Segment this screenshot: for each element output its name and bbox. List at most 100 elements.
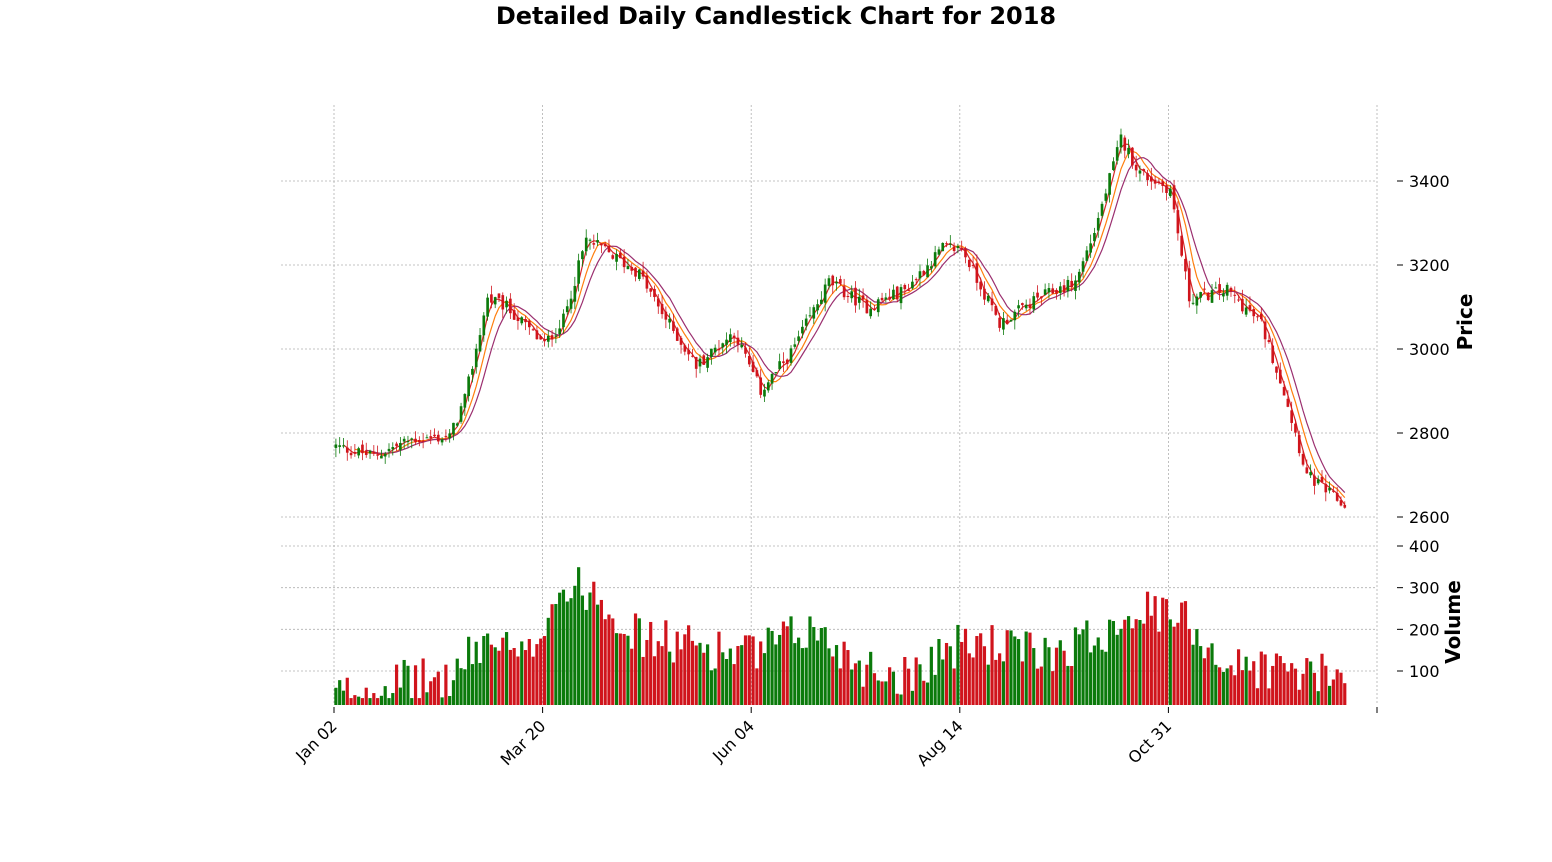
volume-bar bbox=[1274, 653, 1279, 705]
candle-body bbox=[342, 445, 345, 447]
candle-body bbox=[584, 237, 588, 252]
price-axis-label: Price bbox=[1453, 294, 1477, 351]
candle-body bbox=[823, 284, 827, 303]
volume-bar bbox=[895, 693, 899, 705]
candle-body bbox=[1176, 210, 1180, 234]
candle-body bbox=[1263, 321, 1267, 340]
x-tick-label: Jun 04 bbox=[708, 716, 758, 766]
volume-bar bbox=[1290, 663, 1294, 705]
volume-bar bbox=[1331, 679, 1335, 705]
candle-body bbox=[850, 291, 854, 299]
volume-bar bbox=[402, 659, 406, 705]
candle-body bbox=[922, 270, 926, 276]
volume-bar bbox=[637, 618, 641, 705]
volume-bar bbox=[372, 693, 376, 705]
volume-bar bbox=[850, 669, 854, 705]
candle-body bbox=[1161, 181, 1165, 186]
volume-bar bbox=[383, 686, 387, 705]
candle-body bbox=[725, 339, 728, 345]
candle-body bbox=[376, 454, 379, 456]
candle-body bbox=[1100, 203, 1104, 216]
volume-bar bbox=[675, 631, 679, 705]
candle-body bbox=[383, 453, 387, 457]
candle-body bbox=[562, 313, 565, 328]
candle-body bbox=[1123, 137, 1127, 151]
candle-body bbox=[1115, 147, 1119, 161]
volume-bar bbox=[922, 680, 926, 705]
moving-average-line bbox=[366, 157, 1346, 494]
volume-bar bbox=[1145, 591, 1150, 705]
candle-body bbox=[691, 355, 694, 357]
candle-body bbox=[732, 335, 736, 339]
candle-body bbox=[1309, 472, 1312, 476]
candle-body bbox=[482, 315, 486, 336]
volume-tick-label: 300 bbox=[1409, 579, 1440, 598]
volume-bar bbox=[379, 695, 384, 705]
candle-body bbox=[907, 289, 910, 291]
volume-bar bbox=[554, 603, 558, 705]
volume-bar bbox=[804, 647, 808, 705]
volume-bar bbox=[1111, 621, 1116, 705]
volume-bar bbox=[789, 616, 793, 705]
candle-body bbox=[463, 394, 467, 408]
volume-bar bbox=[1035, 668, 1040, 705]
candle-body bbox=[399, 442, 402, 450]
candle-body bbox=[816, 304, 819, 311]
volume-bar bbox=[482, 636, 486, 705]
volume-bar bbox=[857, 660, 861, 705]
candle-body bbox=[865, 299, 869, 314]
candle-body bbox=[804, 318, 808, 326]
volume-bar bbox=[687, 625, 691, 705]
volume-bar bbox=[1062, 650, 1066, 705]
volume-bar bbox=[808, 616, 812, 705]
candle-body bbox=[550, 335, 554, 340]
candle-body bbox=[607, 245, 611, 253]
candle-body bbox=[1017, 305, 1020, 309]
candle-body bbox=[797, 336, 800, 341]
volume-bar bbox=[751, 636, 755, 705]
volume-bar bbox=[603, 619, 607, 705]
candle-body bbox=[1146, 173, 1149, 181]
volume-bar bbox=[1115, 634, 1119, 705]
candle-body bbox=[782, 361, 785, 364]
candle-body bbox=[1032, 296, 1036, 310]
volume-bar bbox=[1183, 601, 1188, 705]
volume-bar bbox=[478, 662, 482, 705]
candle-body bbox=[1275, 366, 1278, 373]
candle-body bbox=[1108, 173, 1111, 195]
volume-bar bbox=[1039, 666, 1043, 705]
volume-bar bbox=[626, 635, 630, 705]
moving-average-line bbox=[354, 150, 1346, 499]
volume-bar bbox=[861, 686, 865, 705]
candle-body bbox=[641, 270, 645, 277]
candle-body bbox=[948, 243, 952, 245]
volume-bar bbox=[743, 635, 748, 705]
x-tick-label: Jan 02 bbox=[291, 716, 341, 766]
volume-bar bbox=[406, 665, 410, 705]
volume-bar bbox=[1043, 637, 1047, 705]
candle-body bbox=[755, 370, 759, 377]
volume-bar bbox=[1092, 645, 1097, 705]
price-tick-label: 3000 bbox=[1409, 340, 1450, 359]
candle-body bbox=[372, 451, 376, 454]
volume-bar bbox=[1130, 628, 1134, 705]
candle-body bbox=[1339, 500, 1343, 506]
volume-bar bbox=[614, 633, 619, 705]
candle-body bbox=[827, 278, 831, 286]
volume-bar bbox=[421, 658, 425, 705]
candle-body bbox=[1203, 288, 1206, 290]
volume-bar bbox=[1013, 636, 1017, 705]
volume-bar bbox=[690, 640, 695, 705]
candle-body bbox=[941, 242, 945, 252]
volume-bar bbox=[933, 674, 937, 705]
volume-bar bbox=[656, 641, 660, 705]
volume-bar bbox=[1020, 661, 1024, 705]
volume-bar bbox=[410, 698, 414, 705]
candle-body bbox=[1328, 487, 1331, 491]
candle-body bbox=[1021, 303, 1024, 306]
candle-body bbox=[603, 244, 607, 247]
candle-body bbox=[967, 259, 971, 268]
volume-bar bbox=[1032, 648, 1036, 705]
candle-body bbox=[421, 440, 425, 442]
candle-body bbox=[1343, 504, 1347, 508]
